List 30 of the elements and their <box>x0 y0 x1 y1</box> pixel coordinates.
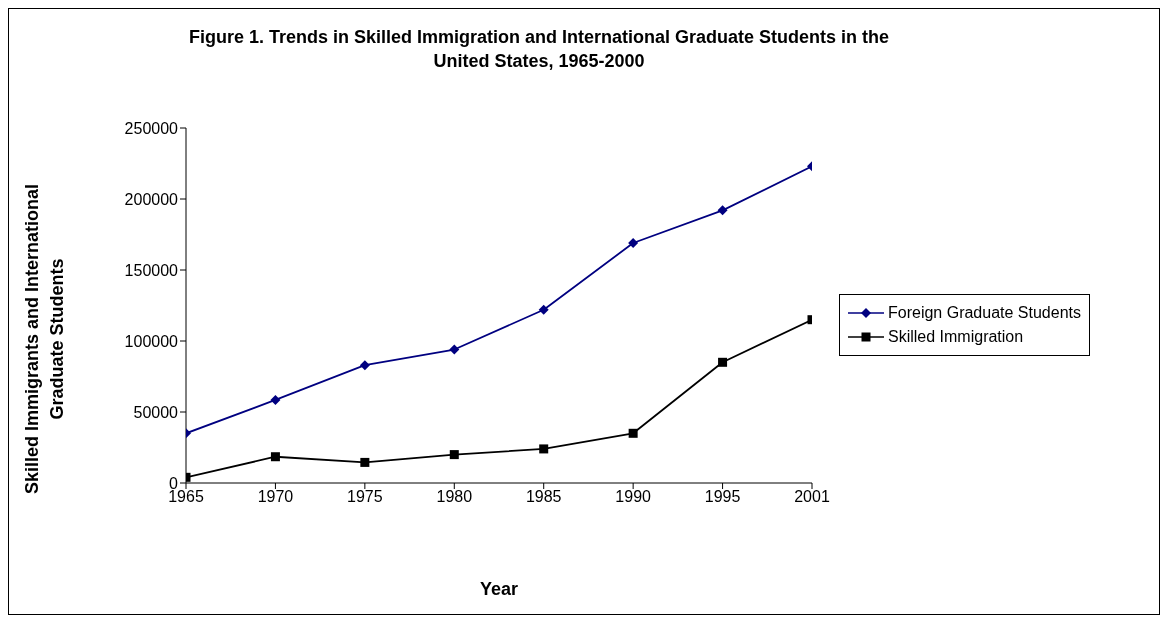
x-tick-label: 2001 <box>794 488 830 506</box>
x-tick-label: 1975 <box>347 488 383 506</box>
point <box>360 457 370 467</box>
legend-label: Skilled Immigration <box>888 327 1024 347</box>
point <box>628 238 639 249</box>
point <box>538 304 549 315</box>
point <box>718 357 728 367</box>
legend-label: Foreign Graduate Students <box>888 303 1082 323</box>
point <box>717 205 728 216</box>
x-tick-label: 1980 <box>436 488 473 506</box>
point <box>359 360 370 371</box>
point <box>270 394 281 405</box>
point <box>628 428 638 438</box>
x-tick-label: 1995 <box>704 488 741 506</box>
x-tick-label: 1990 <box>615 488 652 506</box>
x-axis-title: Year <box>478 579 519 600</box>
point <box>449 450 459 460</box>
point <box>270 452 280 462</box>
y-tick-label: 100000 <box>124 332 179 350</box>
y-tick-label: 250000 <box>124 119 179 137</box>
y-tick-label: 150000 <box>124 261 179 279</box>
point <box>539 444 549 454</box>
point <box>449 344 460 355</box>
y-tick-label: 200000 <box>124 190 179 208</box>
y-axis-title: Skilled Immigrants and International Graduate Students <box>21 182 68 497</box>
x-tick-label: 1965 <box>168 488 204 506</box>
y-tick-label: 50000 <box>133 403 179 421</box>
x-tick-label: 1985 <box>525 488 562 506</box>
chart-title: Figure 1. Trends in Skilled Immigration and International Graduate Students in the United States, 1965-2000 <box>187 26 891 73</box>
x-tick-label: 1970 <box>257 488 294 506</box>
